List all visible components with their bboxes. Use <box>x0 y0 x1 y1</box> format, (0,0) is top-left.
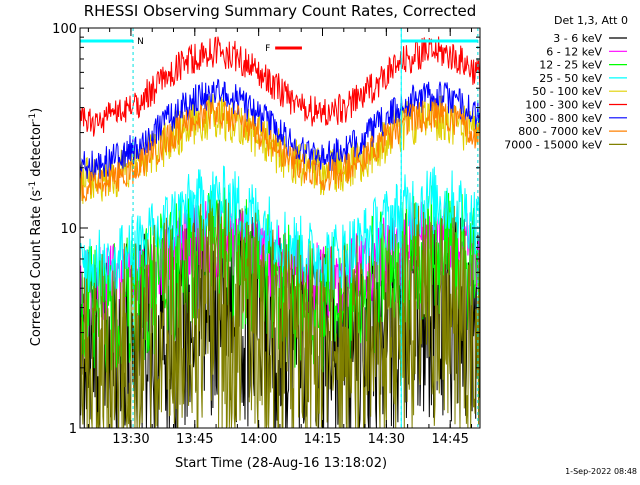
timestamp: 1-Sep-2022 08:48 <box>565 467 637 476</box>
legend-label-5: 100 - 300 keV <box>525 99 602 112</box>
x-tick-label-2: 14:00 <box>240 432 277 447</box>
x-tick-label-5: 14:45 <box>431 432 468 447</box>
legend-label-0: 3 - 6 keV <box>553 32 602 45</box>
legend-label-2: 12 - 25 keV <box>539 59 602 72</box>
axes: 13:30 13:45 14:00 14:15 14:30 14:45 1 10 100 <box>52 22 481 447</box>
y-tick-label-2: 100 <box>52 22 77 37</box>
flare-label: F <box>265 44 270 54</box>
series-line-5 <box>79 36 481 137</box>
legend-label-7: 800 - 7000 keV <box>518 125 602 138</box>
x-tick-label-4: 14:30 <box>368 432 405 447</box>
y-tick-label-0: 1 <box>69 422 77 437</box>
plot-area: NF <box>79 28 481 429</box>
series-line-3 <box>79 165 481 301</box>
legend-label-8: 7000 - 15000 keV <box>504 138 602 151</box>
chart-title: RHESSI Observing Summary Count Rates, Co… <box>84 2 477 20</box>
x-tick-label-3: 14:15 <box>304 432 341 447</box>
series-line-8 <box>79 199 481 429</box>
x-axis-label: Start Time (28-Aug-16 13:18:02) <box>175 456 387 471</box>
legend-label-4: 50 - 100 keV <box>532 85 602 98</box>
series-line-7 <box>79 99 481 202</box>
legend-header: Det 1,3, Att 0 <box>554 14 628 27</box>
legend-label-6: 300 - 800 keV <box>525 112 602 125</box>
series-line-6 <box>79 78 481 181</box>
y-axis-label: Corrected Count Rate (s-1 detector-1) <box>28 108 44 346</box>
y-tick-label-1: 10 <box>60 222 77 237</box>
legend-label-1: 6 - 12 keV <box>546 45 602 58</box>
night-label-0: N <box>137 37 144 47</box>
x-tick-label-0: 13:30 <box>112 432 149 447</box>
x-tick-label-1: 13:45 <box>176 432 213 447</box>
legend-label-3: 25 - 50 keV <box>539 72 602 85</box>
